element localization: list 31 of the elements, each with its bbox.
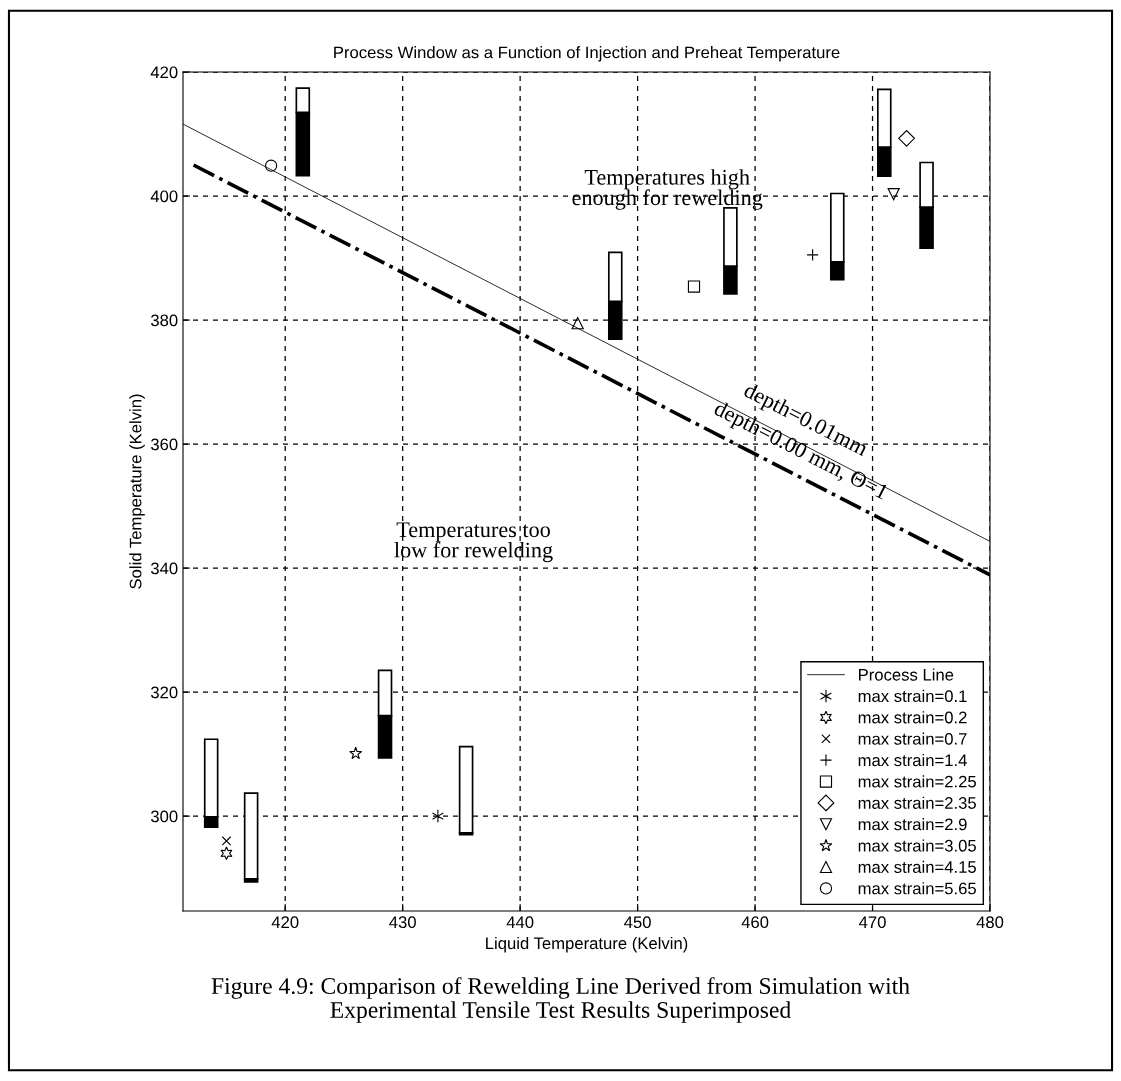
y-tick-label: 360 — [150, 438, 178, 451]
legend-label: max strain=2.9 — [858, 818, 967, 831]
x-tick-label: 420 — [271, 916, 299, 929]
x-tick-label: 470 — [859, 916, 886, 929]
legend-label: max strain=0.1 — [858, 689, 967, 703]
x-tick-label: 460 — [741, 916, 769, 929]
x-tick-label: 480 — [976, 916, 1004, 929]
legend-label: max strain=4.15 — [858, 860, 976, 873]
legend-label: max strain=0.2 — [858, 711, 967, 724]
legend-label: max strain=0.7 — [858, 732, 967, 745]
annotation: Temperatures too low for rewelding — [394, 522, 553, 563]
x-tick-label: 440 — [506, 916, 534, 929]
y-tick-label: 420 — [150, 66, 178, 79]
y-tick-label: 320 — [150, 686, 178, 699]
x-axis-title: Liquid Temperature (Kelvin) — [486, 936, 688, 953]
y-tick-label: 300 — [150, 810, 178, 823]
legend-label: max strain=3.05 — [858, 839, 976, 852]
y-tick-label: 380 — [150, 314, 178, 327]
x-tick-label: 430 — [389, 916, 416, 929]
legend-label: max strain=5.65 — [858, 882, 976, 895]
legend-label: max strain=2.35 — [858, 796, 976, 809]
legend-label: max strain=1.4 — [858, 753, 967, 767]
y-tick-label: 400 — [150, 190, 178, 203]
annotation: Temperatures high enough for rewelding — [572, 169, 763, 210]
legend-label: Process Line — [859, 668, 954, 681]
y-axis-title: Solid Temperature (Kelvin) — [129, 394, 145, 589]
legend-label: max strain=2.25 — [858, 775, 976, 788]
chart-title: Process Window as a Function of Injection and Preheat Temperature — [334, 46, 840, 62]
caption: Figure 4.9: Comparison of Rewelding Line Derived from Simulation with Experimental Tensile Test Results Superimposed — [211, 977, 910, 1023]
x-tick-label: 450 — [624, 916, 651, 929]
y-tick-label: 340 — [150, 562, 178, 575]
